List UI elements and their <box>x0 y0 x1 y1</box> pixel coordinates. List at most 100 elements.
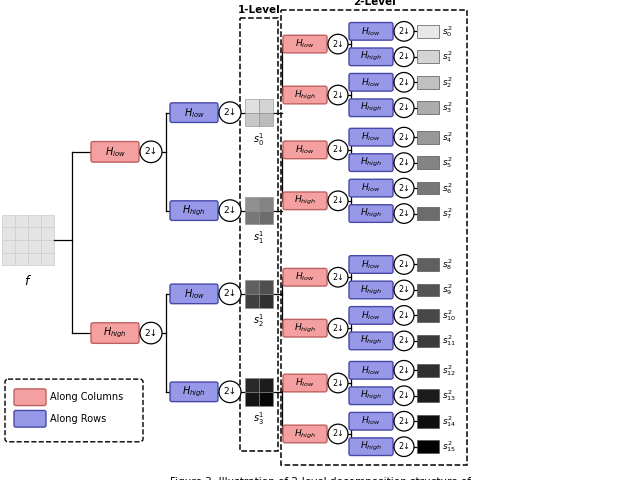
Circle shape <box>394 204 414 223</box>
Bar <box>41 253 54 265</box>
Text: $s_{11}^2$: $s_{11}^2$ <box>442 334 456 348</box>
FancyBboxPatch shape <box>283 141 327 159</box>
Bar <box>417 335 439 347</box>
FancyBboxPatch shape <box>283 374 327 392</box>
Text: 2↓: 2↓ <box>398 286 410 294</box>
Text: Along Columns: Along Columns <box>50 392 124 402</box>
Bar <box>417 76 439 89</box>
Text: $s_{7}^2$: $s_{7}^2$ <box>442 206 452 221</box>
Text: 2↓: 2↓ <box>332 91 344 99</box>
Bar <box>15 240 28 253</box>
Circle shape <box>394 280 414 300</box>
Text: $H_{high}$: $H_{high}$ <box>294 322 316 335</box>
Bar <box>28 253 41 265</box>
Bar <box>28 227 41 240</box>
Text: $H_{low}$: $H_{low}$ <box>361 76 381 88</box>
Text: $H_{low}$: $H_{low}$ <box>361 309 381 322</box>
FancyBboxPatch shape <box>91 323 139 343</box>
FancyBboxPatch shape <box>349 438 393 456</box>
Text: $H_{low}$: $H_{low}$ <box>361 182 381 194</box>
FancyBboxPatch shape <box>349 412 393 430</box>
Text: $H_{low}$: $H_{low}$ <box>295 271 315 284</box>
Bar <box>417 258 439 271</box>
Text: $H_{low}$: $H_{low}$ <box>361 131 381 144</box>
Text: 2↓: 2↓ <box>398 209 410 218</box>
Circle shape <box>394 98 414 118</box>
Bar <box>259 392 273 406</box>
Bar <box>417 284 439 296</box>
Text: $H_{low}$: $H_{low}$ <box>361 364 381 376</box>
Bar <box>259 280 273 294</box>
Text: $H_{high}$: $H_{high}$ <box>360 50 382 63</box>
Circle shape <box>394 72 414 92</box>
FancyBboxPatch shape <box>349 23 393 40</box>
Text: 2↓: 2↓ <box>398 311 410 320</box>
FancyBboxPatch shape <box>170 103 218 122</box>
Bar <box>417 309 439 322</box>
FancyBboxPatch shape <box>170 284 218 304</box>
Circle shape <box>219 283 241 305</box>
Circle shape <box>328 85 348 105</box>
Text: 2↓: 2↓ <box>332 379 344 387</box>
Circle shape <box>394 306 414 325</box>
Text: $H_{low}$: $H_{low}$ <box>361 415 381 428</box>
Circle shape <box>328 373 348 393</box>
Text: $s_{4}^2$: $s_{4}^2$ <box>442 130 452 144</box>
Bar <box>245 294 259 308</box>
Bar <box>417 440 439 453</box>
Circle shape <box>328 424 348 444</box>
Text: $H_{high}$: $H_{high}$ <box>360 389 382 402</box>
Bar <box>417 101 439 114</box>
Text: 2↓: 2↓ <box>398 132 410 142</box>
Text: $H_{low}$: $H_{low}$ <box>361 25 381 37</box>
Bar <box>28 215 41 227</box>
Text: 2↓: 2↓ <box>332 145 344 155</box>
Bar <box>41 240 54 253</box>
Text: $s_1^1$: $s_1^1$ <box>253 229 264 246</box>
Bar <box>417 364 439 377</box>
Text: $H_{high}$: $H_{high}$ <box>182 384 206 399</box>
Bar <box>417 182 439 194</box>
Text: $s_{0}^2$: $s_{0}^2$ <box>442 24 452 39</box>
Text: $s_2^1$: $s_2^1$ <box>253 312 264 329</box>
Text: 2↓: 2↓ <box>398 391 410 400</box>
Text: 2↓: 2↓ <box>398 183 410 192</box>
Circle shape <box>140 322 162 344</box>
Text: 2↓: 2↓ <box>398 442 410 451</box>
FancyBboxPatch shape <box>349 387 393 405</box>
Bar <box>417 50 439 63</box>
FancyBboxPatch shape <box>349 205 393 222</box>
Text: Figure 3: Illustration of 2-level decomposition structure of: Figure 3: Illustration of 2-level decomp… <box>170 477 470 480</box>
Text: $s_3^1$: $s_3^1$ <box>253 410 264 427</box>
Text: $H_{high}$: $H_{high}$ <box>360 335 382 348</box>
Circle shape <box>219 102 241 123</box>
Circle shape <box>394 360 414 380</box>
Bar <box>28 240 41 253</box>
Text: 2↓: 2↓ <box>398 52 410 61</box>
Bar <box>245 99 259 113</box>
Text: 2↓: 2↓ <box>145 329 157 337</box>
FancyBboxPatch shape <box>283 268 327 286</box>
Text: $f$: $f$ <box>24 274 32 288</box>
Text: $s_{15}^2$: $s_{15}^2$ <box>442 439 456 454</box>
FancyBboxPatch shape <box>283 192 327 210</box>
Text: $s_{1}^2$: $s_{1}^2$ <box>442 49 452 64</box>
Text: $H_{high}$: $H_{high}$ <box>294 427 316 441</box>
FancyBboxPatch shape <box>14 410 46 427</box>
Bar <box>417 156 439 169</box>
Text: 2↓: 2↓ <box>398 260 410 269</box>
Bar <box>41 215 54 227</box>
Text: $s_{12}^2$: $s_{12}^2$ <box>442 363 456 378</box>
Bar <box>245 197 259 211</box>
Text: 2↓: 2↓ <box>332 39 344 48</box>
Bar <box>245 211 259 224</box>
Text: $H_{high}$: $H_{high}$ <box>360 101 382 114</box>
Text: $H_{low}$: $H_{low}$ <box>361 258 381 271</box>
Text: $s_{13}^2$: $s_{13}^2$ <box>442 388 456 403</box>
Bar <box>259 294 273 308</box>
Text: 2↓: 2↓ <box>398 366 410 375</box>
Text: $s_{5}^2$: $s_{5}^2$ <box>442 155 452 170</box>
Text: 2↓: 2↓ <box>332 430 344 438</box>
FancyBboxPatch shape <box>283 319 327 337</box>
FancyBboxPatch shape <box>170 201 218 220</box>
